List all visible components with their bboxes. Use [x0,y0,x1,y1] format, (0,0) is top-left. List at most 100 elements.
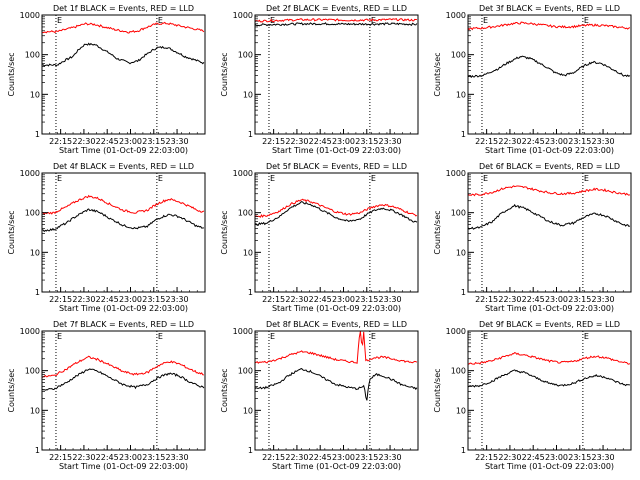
x-tick-label: 22:45 [522,453,545,462]
x-tick-label: 23:00 [545,137,568,146]
x-tick-label: 23:15 [568,453,591,462]
series-line-lld [467,352,631,365]
annotation-label: E [57,332,62,341]
series-line-lld [467,21,631,31]
y-axis-label: Counts/sec [433,368,442,412]
y-tick-label: 100 [25,367,40,376]
y-tick-label: 10 [456,406,466,415]
series-line-events [467,55,631,78]
x-tick-label: 22:30 [498,137,521,146]
series-line-events [41,208,204,233]
series-line-lld [254,198,418,218]
x-tick-label: 22:15 [262,137,285,146]
annotation-label: E [57,16,62,25]
y-tick-label: 1 [461,130,466,139]
y-tick-label: 1 [461,288,466,297]
x-tick-label: 22:30 [498,453,521,462]
panel-title: Det 1f BLACK = Events, RED = LLD [53,4,194,13]
annotation-label: E [371,332,376,341]
y-tick-label: 1000 [233,169,253,178]
annotation-label: E [158,332,163,341]
x-tick-label: 23:15 [355,295,378,304]
x-tick-label: 23:15 [355,453,378,462]
panel-6: Det 6f BLACK = Events, RED = LLD E E 1 10 100… [433,162,632,313]
y-tick-label: 1000 [446,11,466,20]
y-axis-label: Counts/sec [7,210,16,254]
x-tick-label: 22:45 [522,137,545,146]
y-tick-label: 1 [35,446,40,455]
series-line-lld [467,185,631,197]
x-tick-label: 23:00 [332,137,355,146]
panel-8: Det 8f BLACK = Events, RED = LLD E E 1 10 100… [220,320,419,471]
x-tick-label: 23:00 [332,453,355,462]
annotation-label: E [371,16,376,25]
y-tick-label: 10 [30,90,40,99]
y-tick-label: 100 [451,209,466,218]
plot-frame [254,14,419,135]
y-tick-label: 1000 [233,327,253,336]
x-tick-label: 22:30 [72,453,95,462]
x-tick-label: 23:15 [142,295,165,304]
y-tick-label: 1 [248,130,253,139]
x-tick-label: 22:15 [262,453,285,462]
y-tick-label: 1000 [20,327,40,336]
y-tick-label: 10 [456,90,466,99]
y-tick-label: 100 [451,51,466,60]
annotation-label: E [270,174,275,183]
panel-9: Det 9f BLACK = Events, RED = LLD E E 1 10 100… [433,320,632,471]
panel-title: Det 4f BLACK = Events, RED = LLD [53,162,194,171]
x-tick-label: 23:30 [592,137,615,146]
y-tick-label: 100 [25,209,40,218]
x-tick-label: 22:30 [285,137,308,146]
panel-7: Det 7f BLACK = Events, RED = LLD E E 1 10 100… [7,320,206,471]
y-tick-label: 1000 [446,169,466,178]
annotation-label: E [158,16,163,25]
x-tick-label: 22:45 [309,295,332,304]
panel-3: Det 3f BLACK = Events, RED = LLD E E 1 10 100… [433,4,632,155]
y-tick-label: 1 [248,288,253,297]
x-tick-label: 22:30 [285,453,308,462]
y-tick-label: 100 [25,51,40,60]
plot-frame [41,172,206,293]
y-tick-label: 10 [30,248,40,257]
x-tick-label: 23:00 [545,453,568,462]
annotation-label: E [483,16,488,25]
y-tick-label: 10 [30,406,40,415]
annotation-label: E [158,174,163,183]
series-line-lld [41,194,205,216]
x-tick-label: 23:30 [166,137,189,146]
series-line-events [467,203,630,230]
y-tick-label: 1000 [20,169,40,178]
y-tick-label: 10 [456,248,466,257]
y-axis-label: Counts/sec [220,368,229,412]
y-axis-label: Counts/sec [433,210,442,254]
x-tick-label: 23:00 [119,295,142,304]
x-axis-label: Start Time (01-Oct-09 22:03:00) [485,146,614,155]
plot-frame [254,330,419,451]
panel-title: Det 9f BLACK = Events, RED = LLD [479,320,620,329]
panel-title: Det 5f BLACK = Events, RED = LLD [266,162,407,171]
panel-2: Det 2f BLACK = Events, RED = LLD E E 1 10 100… [220,4,419,155]
y-tick-label: 1000 [446,327,466,336]
x-axis-label: Start Time (01-Oct-09 22:03:00) [59,304,188,313]
plot-frame [467,330,632,451]
x-tick-label: 22:30 [72,137,95,146]
x-tick-label: 22:15 [475,453,498,462]
x-tick-label: 22:15 [475,137,498,146]
y-tick-label: 100 [451,367,466,376]
x-tick-label: 22:30 [285,295,308,304]
x-tick-label: 22:45 [522,295,545,304]
x-tick-label: 22:45 [309,137,332,146]
x-tick-label: 23:30 [166,453,189,462]
x-tick-label: 22:15 [49,453,72,462]
y-axis-label: Counts/sec [7,52,16,96]
x-axis-label: Start Time (01-Oct-09 22:03:00) [59,146,188,155]
y-tick-label: 1000 [233,11,253,20]
x-tick-label: 22:45 [96,453,119,462]
y-tick-label: 100 [238,367,253,376]
y-tick-label: 1 [248,446,253,455]
x-tick-label: 22:45 [309,453,332,462]
y-tick-label: 1 [35,288,40,297]
x-tick-label: 23:00 [119,453,142,462]
x-tick-label: 23:30 [592,295,615,304]
